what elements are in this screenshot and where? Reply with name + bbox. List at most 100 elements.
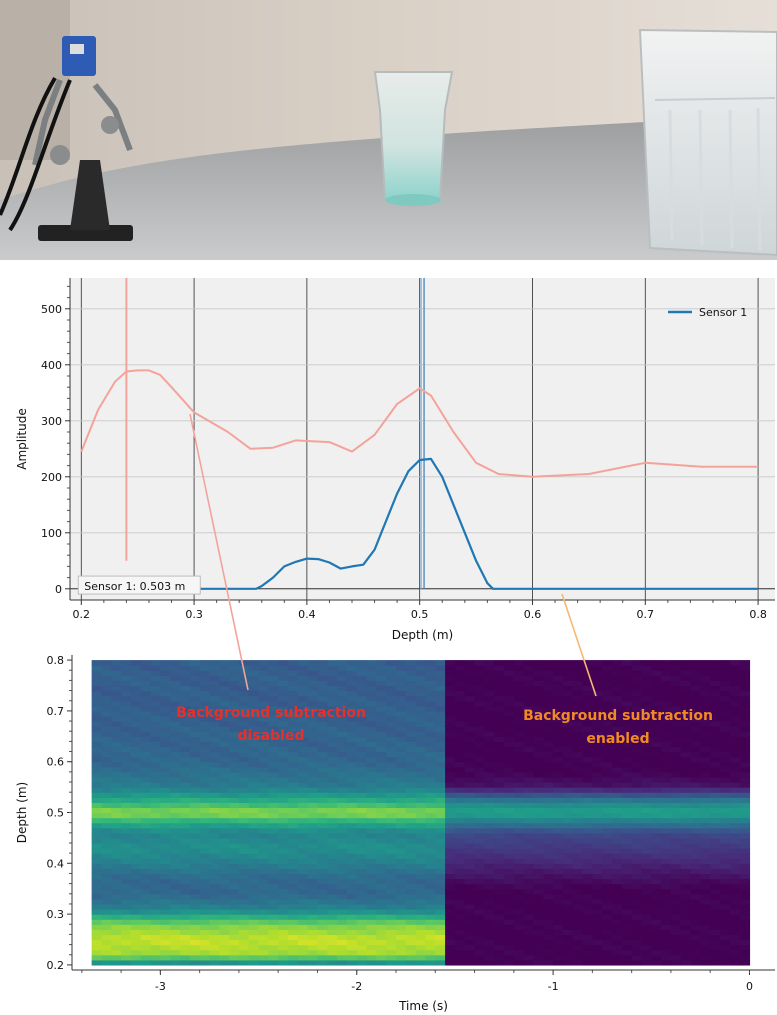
heatmap-cell	[396, 888, 407, 895]
heatmap-cell	[288, 924, 299, 930]
heatmap-cell	[150, 909, 161, 915]
heatmap-cell	[729, 837, 741, 844]
heatmap-cell	[454, 685, 466, 692]
heatmap-cell	[366, 919, 377, 925]
heatmap-cell	[346, 934, 358, 941]
heatmap-cell	[592, 949, 603, 956]
heatmap-cell	[297, 878, 309, 885]
heatmap-cell	[356, 832, 368, 839]
heatmap-cell	[219, 660, 230, 666]
heatmap-cell	[700, 822, 711, 829]
heatmap-cell	[720, 776, 731, 783]
heatmap-cell	[582, 797, 593, 803]
heatmap-cell	[140, 827, 152, 834]
heatmap-cell	[641, 817, 652, 824]
heatmap-cell	[661, 883, 672, 890]
heatmap-cell	[631, 741, 643, 748]
heatmap-cell	[582, 675, 593, 681]
heatmap-cell	[445, 710, 456, 717]
heatmap-cell	[258, 675, 269, 681]
heatmap-cell	[641, 675, 652, 681]
heatmap-cell	[553, 893, 564, 900]
heatmap-cell	[641, 741, 652, 748]
heatmap-cell	[621, 858, 633, 864]
heatmap-cell	[494, 715, 505, 722]
heatmap-cell	[445, 766, 456, 773]
heatmap-cell	[248, 934, 260, 941]
heatmap-cell	[454, 822, 466, 829]
heatmap-cell	[562, 675, 574, 681]
heatmap-cell	[170, 883, 181, 890]
heatmap-cell	[297, 949, 309, 956]
heatmap-cell	[415, 914, 427, 920]
heatmap-cell	[346, 909, 358, 915]
heatmap-cell	[572, 919, 584, 925]
heatmap-cell	[317, 797, 328, 803]
heatmap-cell	[121, 741, 132, 748]
heatmap-cell	[268, 817, 279, 824]
heatmap-cell	[739, 710, 751, 717]
heatmap-cell	[680, 873, 692, 880]
heatmap-cell	[523, 909, 535, 915]
heatmap-cell	[160, 746, 171, 753]
heatmap-cell	[445, 690, 456, 697]
heatmap-cell	[209, 812, 220, 819]
heatmap-cell	[91, 959, 103, 966]
heatmap-cell	[661, 954, 672, 961]
heatmap-cell	[543, 883, 554, 890]
heatmap-cell	[553, 665, 564, 671]
heatmap-cell	[150, 660, 161, 666]
heatmap-cell	[425, 914, 436, 920]
heatmap-cell	[621, 660, 633, 666]
heatmap-cell	[474, 731, 485, 737]
heatmap-cell	[356, 776, 368, 783]
heatmap-cell	[435, 822, 446, 829]
heatmap-cell	[297, 726, 309, 732]
heatmap-cell	[130, 761, 142, 768]
heatmap-cell	[720, 944, 731, 951]
heatmap-cell	[435, 721, 446, 727]
heatmap-cell	[582, 919, 593, 925]
heatmap-cell	[238, 685, 250, 692]
heatmap-cell	[150, 771, 161, 778]
heatmap-cell	[710, 832, 721, 839]
heatmap-cell	[101, 721, 112, 727]
heatmap-cell	[670, 929, 682, 936]
heatmap-cell	[170, 771, 181, 778]
heatmap-cell	[533, 848, 544, 854]
heatmap-cell	[258, 797, 269, 803]
heatmap-cell	[710, 700, 721, 707]
heatmap-cell	[170, 665, 181, 671]
heatmap-cell	[425, 924, 436, 930]
heatmap-cell	[258, 660, 269, 666]
heatmap-cell	[150, 878, 161, 885]
heatmap-cell	[111, 731, 122, 737]
heatmap-cell	[170, 731, 181, 737]
heatmap-cell	[288, 782, 299, 788]
heatmap-cell	[474, 746, 485, 753]
heatmap-cell	[464, 832, 476, 839]
heatmap-cell	[189, 959, 201, 966]
heatmap-cell	[307, 934, 319, 941]
heatmap-cell	[543, 726, 554, 732]
heatmap-cell	[729, 848, 741, 854]
heatmap-cell	[337, 670, 348, 676]
heatmap-cell	[189, 700, 201, 707]
heatmap-cell	[396, 695, 407, 702]
heatmap-cell	[700, 898, 711, 905]
y-tick-label: 0.2	[47, 959, 65, 972]
heatmap-cell	[180, 700, 191, 707]
heatmap-cell	[445, 782, 456, 788]
heatmap-cell	[710, 726, 721, 732]
heatmap-cell	[612, 919, 623, 925]
heatmap-cell	[612, 751, 623, 758]
heatmap-cell	[111, 934, 122, 941]
heatmap-cell	[317, 660, 328, 666]
heatmap-cell	[199, 690, 211, 697]
heatmap-cell	[504, 934, 515, 941]
heatmap-cell	[661, 792, 672, 798]
heatmap-cell	[170, 878, 181, 885]
heatmap-cell	[504, 898, 515, 905]
heatmap-cell	[317, 888, 328, 895]
